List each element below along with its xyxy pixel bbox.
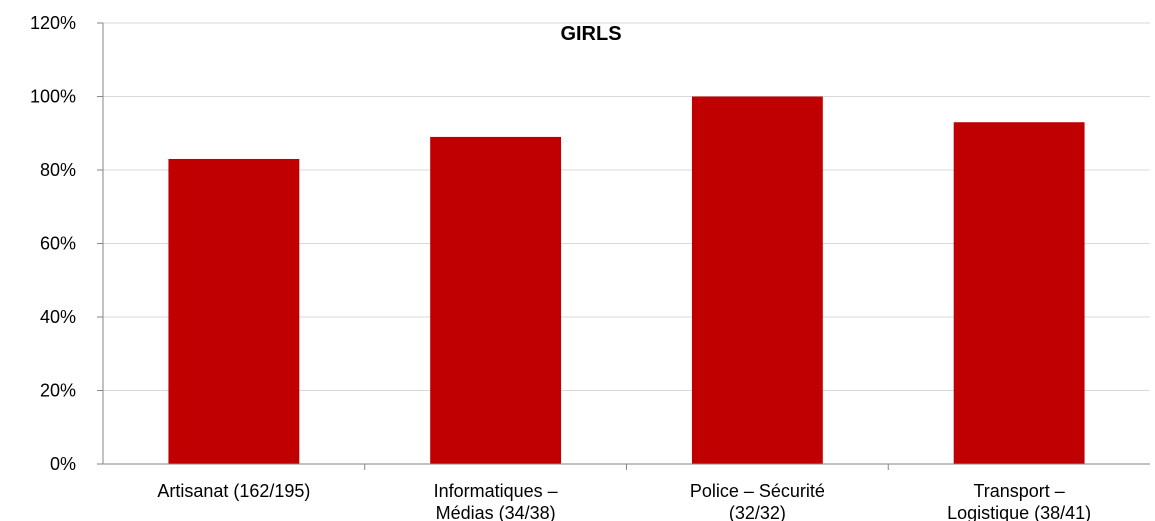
y-tick-label: 80% [40, 160, 76, 180]
axes [97, 22, 1150, 470]
bar [953, 122, 1085, 464]
bar [430, 136, 562, 465]
y-tick-label: 60% [40, 234, 76, 254]
x-category-label-line: Transport – [973, 481, 1064, 501]
bar [691, 96, 823, 464]
x-category-label: Artisanat (162/195) [157, 481, 310, 501]
y-tick-label: 20% [40, 381, 76, 401]
x-category-label-line: Médias (34/38) [436, 503, 556, 521]
x-category-label-line: Police – Sécurité [690, 481, 825, 501]
x-category-label-line: Logistique (38/41) [947, 503, 1091, 521]
x-category-label: Informatiques – Médias (34/38) [434, 481, 558, 521]
y-tick-label: 120% [30, 13, 76, 33]
chart-title: GIRLS [560, 23, 621, 45]
x-category-label: Police – Sécurité (32/32) [690, 481, 825, 521]
x-category-labels: Artisanat (162/195) Informatiques – Médias… [157, 481, 1091, 521]
y-tick-label: 40% [40, 307, 76, 327]
bar [168, 158, 300, 464]
x-category-label-line: Artisanat (162/195) [157, 481, 310, 501]
y-tick-labels: 0% 20% 40% 60% 80% 100% 120% [30, 13, 76, 474]
y-tick-label: 0% [50, 454, 76, 474]
bars [168, 96, 1085, 465]
x-category-label: Transport – Logistique (38/41) [947, 481, 1091, 521]
x-category-label-line: Informatiques – [434, 481, 558, 501]
x-category-label-line: (32/32) [729, 503, 786, 521]
y-tick-label: 100% [30, 87, 76, 107]
